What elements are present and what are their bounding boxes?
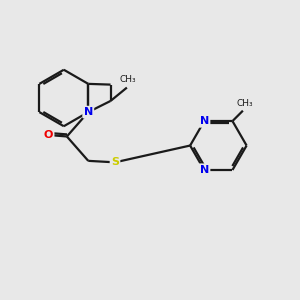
Text: CH₃: CH₃ <box>236 99 253 108</box>
Text: N: N <box>200 116 209 126</box>
Text: N: N <box>200 165 209 175</box>
Text: CH₃: CH₃ <box>119 75 136 84</box>
Text: N: N <box>200 165 209 175</box>
Text: N: N <box>200 116 209 126</box>
Text: N: N <box>84 107 93 117</box>
Text: O: O <box>44 130 53 140</box>
Text: S: S <box>111 157 119 167</box>
